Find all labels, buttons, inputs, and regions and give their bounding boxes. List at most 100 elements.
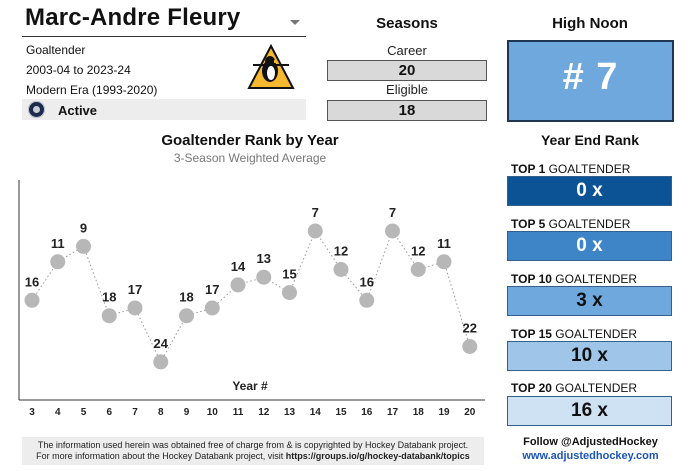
x-tick-label: 12 xyxy=(258,407,270,418)
player-era: Modern Era (1993-2020) xyxy=(26,83,158,97)
data-label: 24 xyxy=(154,336,169,351)
x-tick-label: 4 xyxy=(55,407,61,418)
rank-label-top: TOP 15 xyxy=(511,327,552,341)
data-point xyxy=(24,292,40,308)
high-noon-title: High Noon xyxy=(552,15,628,32)
data-label: 7 xyxy=(312,205,319,220)
x-tick-label: 7 xyxy=(132,407,138,418)
data-point xyxy=(462,339,478,354)
rank-label-suffix: GOALTENDER xyxy=(548,217,631,231)
rank-value-box: 16 x xyxy=(507,396,672,426)
eligible-seasons-value: 18 xyxy=(327,100,487,121)
data-point xyxy=(101,308,117,324)
data-label: 13 xyxy=(257,251,271,266)
data-point xyxy=(179,308,194,324)
data-point xyxy=(230,277,246,293)
rank-label: TOP 10 GOALTENDER xyxy=(511,272,637,286)
data-point xyxy=(307,223,323,239)
career-label: Career xyxy=(387,43,427,58)
rank-value-box: 0 x xyxy=(507,231,672,261)
player-name: Marc-Andre Fleury xyxy=(25,4,241,31)
rank-label: TOP 5 GOALTENDER xyxy=(511,217,630,231)
rank-line-chart: 16 3 11 4 9 5 18 6 17 7 24 8 18 9 17 10 14 11 13 12 15 13 7 14 1… xyxy=(18,180,485,418)
footer-box xyxy=(22,437,484,465)
data-label: 22 xyxy=(463,321,477,336)
year-end-rank-title: Year End Rank xyxy=(540,132,640,148)
chart-subtitle: 3-Season Weighted Average xyxy=(173,151,327,165)
x-tick-label: 5 xyxy=(81,407,87,418)
high-noon-box xyxy=(507,40,674,122)
data-label: 14 xyxy=(231,259,246,274)
data-point xyxy=(410,262,426,277)
rank-label-suffix: GOALTENDER xyxy=(555,381,638,395)
x-tick-label: 9 xyxy=(184,407,190,418)
footer-copyright: The information used herein was obtained… xyxy=(37,440,469,450)
career-seasons-value: 20 xyxy=(327,60,487,81)
footer-more-info: For more information about the Hockey Da… xyxy=(22,451,484,461)
status-row xyxy=(22,99,306,120)
data-label: 16 xyxy=(360,274,374,289)
rank-label: TOP 15 GOALTENDER xyxy=(511,327,637,341)
follow-text: Follow @AdjustedHockey xyxy=(523,436,658,448)
rank-label-suffix: GOALTENDER xyxy=(548,162,631,176)
footer-more-info-text: For more information about the Hockey Da… xyxy=(36,451,286,461)
x-tick-label: 10 xyxy=(207,407,219,418)
x-tick-label: 19 xyxy=(438,407,450,418)
data-point xyxy=(153,354,169,370)
data-point xyxy=(385,223,400,239)
data-point xyxy=(359,292,375,308)
nhl-logo-icon xyxy=(28,101,45,118)
data-label: 17 xyxy=(128,282,142,297)
x-tick-label: 13 xyxy=(284,407,296,418)
x-tick-label: 11 xyxy=(233,407,244,418)
rank-value-box: 0 x xyxy=(507,176,672,206)
x-tick-label: 17 xyxy=(387,407,399,418)
x-tick-label: 6 xyxy=(106,407,112,418)
player-position: Goaltender xyxy=(26,43,86,57)
penguins-logo-icon xyxy=(247,44,295,89)
player-select-underline xyxy=(22,36,306,37)
data-label: 16 xyxy=(25,274,39,289)
data-point xyxy=(127,300,143,316)
rank-value-box: 3 x xyxy=(507,286,672,316)
data-point xyxy=(333,262,349,277)
data-point xyxy=(282,285,297,301)
data-label: 18 xyxy=(179,290,193,305)
data-label: 18 xyxy=(102,290,116,305)
rank-label-top: TOP 10 xyxy=(511,272,552,286)
x-tick-label: 14 xyxy=(310,407,322,418)
data-label: 11 xyxy=(437,236,451,251)
rank-label-top: TOP 5 xyxy=(511,217,546,231)
high-noon-value: # 7 xyxy=(562,56,619,98)
x-tick-label: 20 xyxy=(464,407,476,418)
website-link[interactable]: www.adjustedhockey.com xyxy=(522,450,659,462)
chart-title: Goaltender Rank by Year xyxy=(161,132,339,149)
x-tick-label: 15 xyxy=(335,407,347,418)
data-point xyxy=(204,300,220,316)
rank-value-box: 10 x xyxy=(507,341,672,371)
data-point xyxy=(436,254,452,270)
data-label: 7 xyxy=(389,205,396,220)
rank-label-suffix: GOALTENDER xyxy=(555,327,638,341)
rank-label-top: TOP 20 xyxy=(511,381,552,395)
x-axis-label: Year # xyxy=(232,379,268,393)
x-tick-label: 8 xyxy=(158,407,164,418)
data-label: 15 xyxy=(282,267,296,282)
data-label: 9 xyxy=(80,220,87,235)
rank-label-suffix: GOALTENDER xyxy=(555,272,638,286)
x-tick-label: 18 xyxy=(413,407,425,418)
data-label: 11 xyxy=(51,236,65,251)
player-select-dropdown-icon[interactable] xyxy=(290,20,300,25)
hockey-databank-link[interactable]: https://groups.io/g/hockey-databank/topi… xyxy=(285,451,470,461)
data-label: 17 xyxy=(205,282,219,297)
seasons-title: Seasons xyxy=(376,15,438,32)
player-years: 2003-04 to 2023-24 xyxy=(26,63,131,77)
data-point xyxy=(50,254,66,270)
x-tick-label: 16 xyxy=(361,407,373,418)
rank-label-top: TOP 1 xyxy=(511,162,546,176)
data-label: 12 xyxy=(411,244,425,259)
rank-label: TOP 1 GOALTENDER xyxy=(511,162,630,176)
data-point xyxy=(256,269,272,285)
data-label: 12 xyxy=(334,244,348,259)
data-point xyxy=(76,238,91,254)
